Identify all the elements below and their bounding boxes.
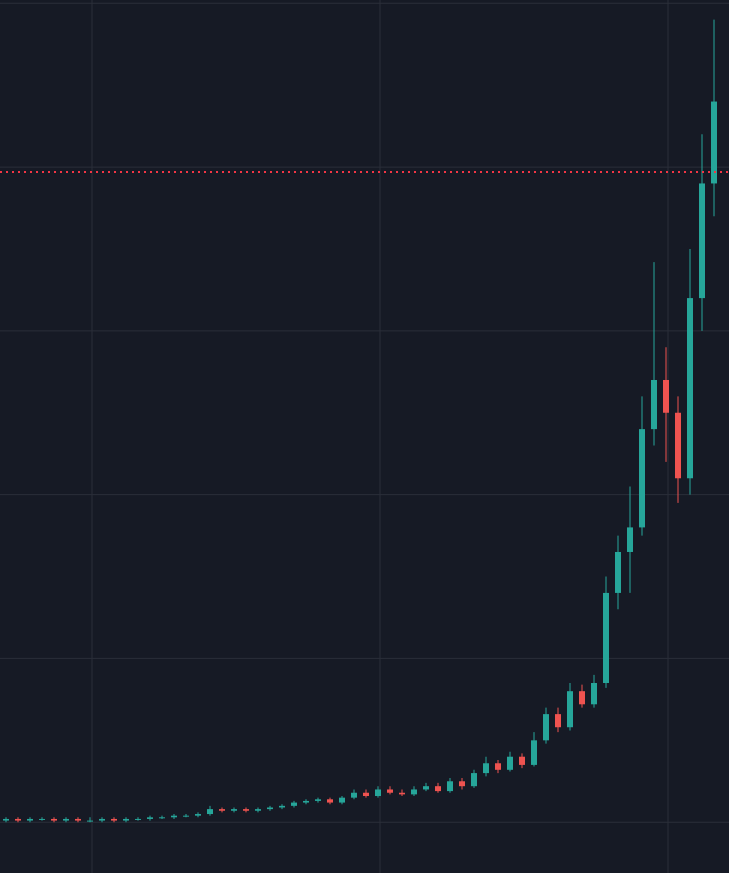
candle-body xyxy=(375,789,381,797)
candle-body xyxy=(303,800,309,803)
candle-body xyxy=(639,429,645,528)
candle-body xyxy=(219,809,225,811)
candle-body xyxy=(135,818,141,820)
candle-body xyxy=(267,807,273,810)
candle-body xyxy=(243,809,249,811)
candle-body xyxy=(543,714,549,741)
candle-body xyxy=(519,756,525,765)
candle-body xyxy=(687,298,693,479)
candle-body xyxy=(651,379,657,430)
candle-body xyxy=(231,809,237,811)
candle-body xyxy=(195,814,201,816)
candle-body xyxy=(591,683,597,705)
candle-body xyxy=(495,763,501,770)
candle-body xyxy=(615,551,621,593)
candle-body xyxy=(3,818,9,821)
candle-body xyxy=(171,815,177,818)
candle-body xyxy=(531,740,537,765)
candle-body xyxy=(471,773,477,787)
candle-body xyxy=(399,792,405,795)
candle-body xyxy=(711,101,717,184)
candle-body xyxy=(507,756,513,770)
candle-body xyxy=(51,818,57,821)
candle-body xyxy=(75,818,81,821)
candle-body xyxy=(327,799,333,803)
candle-body xyxy=(363,792,369,797)
candle-body xyxy=(207,809,213,815)
candle-body xyxy=(675,412,681,479)
candle-body xyxy=(279,805,285,808)
candle-body xyxy=(15,818,21,821)
candle-body xyxy=(663,379,669,413)
candle-body xyxy=(567,691,573,728)
candle-body xyxy=(483,763,489,774)
candle-body xyxy=(111,818,117,821)
candle-body xyxy=(123,818,129,821)
vertical-grid xyxy=(91,0,669,873)
candle-body xyxy=(339,797,345,803)
candle-body xyxy=(555,714,561,728)
candle-body xyxy=(27,818,33,821)
candle-body xyxy=(459,781,465,787)
candle-body xyxy=(603,592,609,684)
candle-body xyxy=(423,786,429,790)
candle-body xyxy=(87,820,93,822)
candle-body xyxy=(627,527,633,552)
candle-body xyxy=(351,792,357,798)
candle-body xyxy=(435,786,441,792)
candle-body xyxy=(147,817,153,819)
candle-body xyxy=(159,817,165,819)
candle-body xyxy=(183,815,189,817)
candle-body xyxy=(699,183,705,299)
candle-body xyxy=(291,802,297,806)
candle-body xyxy=(447,781,453,792)
candle-body xyxy=(99,818,105,821)
candle-body xyxy=(315,799,321,801)
candle-body xyxy=(63,818,69,821)
candle-body xyxy=(579,691,585,705)
candle-body xyxy=(411,789,417,795)
candle-body xyxy=(39,818,45,820)
candle-body xyxy=(387,789,393,793)
candle-body xyxy=(255,809,261,811)
